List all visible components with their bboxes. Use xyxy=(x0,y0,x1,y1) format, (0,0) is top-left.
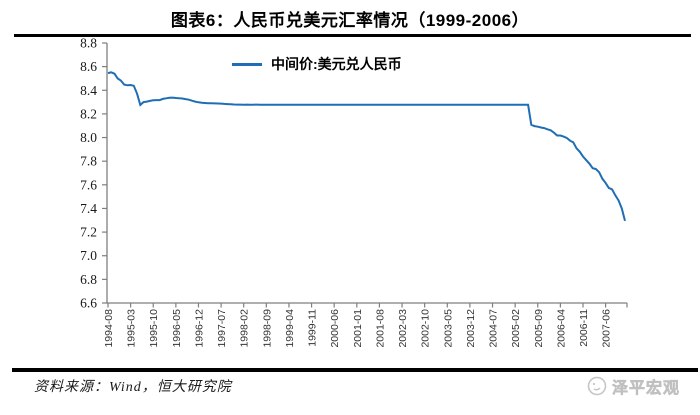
watermark: 泽平宏观 xyxy=(586,374,680,398)
x-tick-label: 2003-12 xyxy=(465,309,477,348)
x-tick-label: 1998-09 xyxy=(261,309,273,348)
axes xyxy=(106,43,627,304)
x-tick-label: 1998-02 xyxy=(239,309,251,348)
x-tick-label: 2006-04 xyxy=(555,309,567,348)
zeping-logo-icon xyxy=(587,376,607,396)
x-tick-label: 2005-09 xyxy=(533,309,545,348)
x-tick-label: 2001-08 xyxy=(374,309,386,348)
x-tick-label: 1999-04 xyxy=(284,309,296,348)
x-tick-label: 2002-10 xyxy=(420,309,432,348)
y-tick-label: 7.4 xyxy=(80,201,97,216)
x-tick-label: 2001-01 xyxy=(352,309,364,348)
page-title: 图表6：人民币兑美元汇率情况（1999-2006） xyxy=(170,11,530,30)
top-divider xyxy=(14,34,691,37)
x-tick-label: 1996-12 xyxy=(193,309,205,348)
x-tick-label: 2007-06 xyxy=(601,309,613,348)
legend-line-swatch-icon xyxy=(232,62,262,66)
x-tick-label: 2002-03 xyxy=(397,309,409,348)
y-tick-label: 7.6 xyxy=(80,177,97,192)
y-tick-label: 7.0 xyxy=(80,248,97,263)
y-tick-label: 6.6 xyxy=(80,296,97,311)
y-tick-label: 8.6 xyxy=(80,59,97,74)
chart-legend: 中间价:美元兑人民币 xyxy=(232,54,402,74)
x-tick-label: 1999-11 xyxy=(307,309,319,347)
series-line-usd-cny-midpoint xyxy=(107,71,626,222)
x-tick-label: 2000-06 xyxy=(329,309,341,348)
x-tick-label: 1995-03 xyxy=(126,309,138,348)
y-tick-label: 8.2 xyxy=(80,106,97,121)
x-tick-label: 1996-05 xyxy=(171,309,183,348)
x-tick-label: 2003-05 xyxy=(442,309,454,348)
watermark-text: 泽平宏观 xyxy=(612,380,681,398)
y-tick-label: 8.0 xyxy=(80,130,97,145)
x-tick-label: 2005-02 xyxy=(510,309,522,348)
y-tick-label: 7.2 xyxy=(80,225,97,240)
source-note: 资料来源：Wind，恒大研究院 xyxy=(34,380,232,395)
bottom-divider xyxy=(12,368,698,372)
y-tick-label: 7.8 xyxy=(80,154,97,169)
x-tick-label: 1995-10 xyxy=(148,309,160,348)
y-tick-label: 6.8 xyxy=(80,272,97,287)
x-tick-label: 2006-11 xyxy=(578,309,590,347)
x-tick-label: 1997-07 xyxy=(216,309,228,348)
y-tick-label: 8.8 xyxy=(80,36,97,51)
y-tick-label: 8.4 xyxy=(80,83,97,98)
x-tick-label: 2004-07 xyxy=(488,309,500,348)
legend-label: 中间价:美元兑人民币 xyxy=(271,56,402,72)
x-tick-label: 1994-08 xyxy=(103,309,115,348)
